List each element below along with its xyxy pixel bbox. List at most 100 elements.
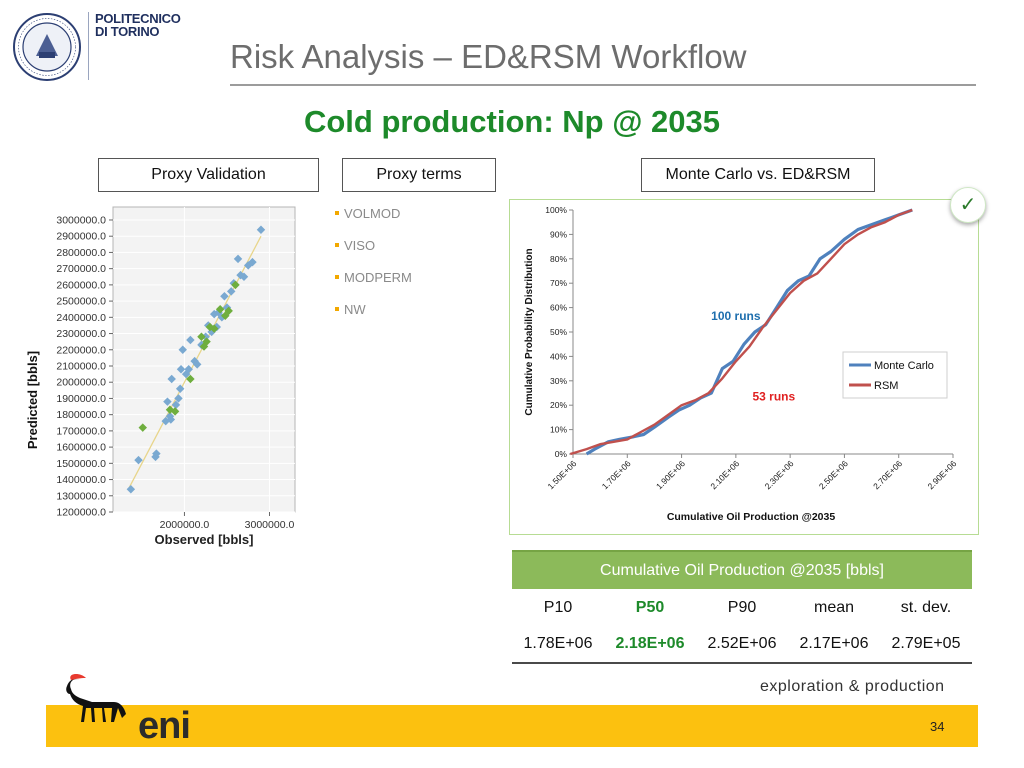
scatter-y-tick-label: 2400000.0 xyxy=(56,312,106,324)
bullet-icon xyxy=(335,306,339,311)
university-name-line: DI TORINO xyxy=(95,24,160,39)
proxy-term-item: VISO xyxy=(335,237,412,269)
proxy-term-text: MODPERM xyxy=(344,270,412,285)
cdf-x-tick-label: 1.50E+06 xyxy=(545,458,578,491)
proxy-term-item: VOLMOD xyxy=(335,205,412,237)
proxy-term-text: VOLMOD xyxy=(344,206,401,221)
cdf-x-tick-label: 2.30E+06 xyxy=(763,458,796,491)
cdf-y-tick-label: 80% xyxy=(550,254,567,264)
cdf-comparison-chart: 0% 10% 20% 30% 40% 50% 60% 70% 80% 90% 100% 1.50E+0… xyxy=(524,205,959,523)
scatter-y-tick-label: 1200000.0 xyxy=(56,507,106,519)
scatter-point xyxy=(174,394,183,403)
scatter-point xyxy=(170,407,180,416)
scatter-y-tick-label: 2800000.0 xyxy=(56,247,106,259)
cdf-x-tick-label: 2.50E+06 xyxy=(817,458,850,491)
slide-title: Risk Analysis – ED&RSM Workflow xyxy=(230,38,747,75)
scatter-y-axis-label-text: Predicted [bbls] xyxy=(25,351,40,449)
scatter-y-axis-label: Predicted [bbls] xyxy=(25,351,40,449)
scatter-point xyxy=(138,423,148,432)
scatter-point xyxy=(134,455,143,465)
table-cell: 2.17E+06 xyxy=(788,626,880,664)
scatter-point xyxy=(224,306,233,316)
slide-subtitle: Cold production: Np @ 2035 xyxy=(303,104,721,139)
university-name: POLITECNICO DI TORINO xyxy=(95,12,195,38)
scatter-point xyxy=(186,374,195,384)
cdf-annotation: 100 runs xyxy=(711,309,761,323)
table-cell: 2.52E+06 xyxy=(696,626,788,664)
cdf-y-tick-label: 50% xyxy=(550,327,567,337)
proxy-term-item: NW xyxy=(335,301,412,333)
scatter-y-tick-label: 2100000.0 xyxy=(56,360,106,372)
scatter-point xyxy=(248,257,257,267)
cdf-y-tick-label: 30% xyxy=(550,376,567,386)
scatter-point xyxy=(197,332,206,342)
scatter-point xyxy=(209,324,219,333)
scatter-point xyxy=(163,397,172,406)
scatter-y-tick-label: 1700000.0 xyxy=(56,425,106,437)
footer-band xyxy=(46,705,978,747)
bullet-icon xyxy=(335,274,339,279)
scatter-point xyxy=(256,225,266,234)
division-name: exploration & production xyxy=(760,678,945,695)
table-column-header: P50 xyxy=(635,598,665,616)
scatter-x-tick-label: 2000000.0 xyxy=(160,519,210,530)
cdf-y-axis-label: Cumulative Probability Distribution xyxy=(524,248,535,415)
cdf-y-tick-label: 70% xyxy=(550,278,567,288)
scatter-point xyxy=(175,384,185,393)
scatter-y-tick-label: 1800000.0 xyxy=(56,409,106,421)
proxy-term-item: MODPERM xyxy=(335,269,412,301)
proxy-term-text: VISO xyxy=(344,238,376,253)
scatter-point xyxy=(178,345,187,355)
logo-divider xyxy=(88,12,89,80)
bullet-icon xyxy=(335,242,339,247)
six-legged-dog-icon xyxy=(66,674,126,722)
scatter-point xyxy=(202,337,211,346)
scatter-y-tick-label: 2300000.0 xyxy=(56,328,106,340)
cdf-x-axis-label: Cumulative Oil Production @2035 xyxy=(667,511,836,523)
cdf-legend-box xyxy=(842,351,948,399)
scatter-y-tick-label: 1900000.0 xyxy=(56,393,106,405)
scatter-point xyxy=(171,400,181,410)
cdf-x-tick-label: 1.70E+06 xyxy=(600,458,633,491)
cdf-y-tick-label: 90% xyxy=(550,229,567,239)
monte-carlo-series-line xyxy=(585,208,913,456)
table-column-header: P10 xyxy=(543,598,573,616)
table-header: Cumulative Oil Production @2035 [bbls] xyxy=(512,550,972,589)
monte-carlo-vs-rsm-label: Monte Carlo vs. ED&RSM xyxy=(641,158,875,192)
scatter-y-tick-label: 2900000.0 xyxy=(56,231,106,243)
cdf-y-tick-label: 0% xyxy=(555,449,568,459)
scatter-y-tick-label: 1400000.0 xyxy=(56,474,106,486)
table-cell: 1.78E+06 xyxy=(512,626,604,664)
proxy-terms-label: Proxy terms xyxy=(342,158,496,192)
proxy-term-text: NW xyxy=(344,302,366,317)
rsm-series-line xyxy=(569,208,913,456)
scatter-point xyxy=(239,272,249,282)
table-column-header: st. dev. xyxy=(900,598,952,616)
cdf-y-tick-label: 10% xyxy=(550,425,567,435)
scatter-point xyxy=(184,364,193,374)
scatter-point xyxy=(152,449,161,458)
table-cell: 2.18E+06 xyxy=(604,626,696,664)
scatter-y-tick-label: 2000000.0 xyxy=(56,377,106,389)
company-logo-text: eni xyxy=(138,705,191,747)
table-column-header: mean xyxy=(813,598,855,616)
proxy-terms-list: VOLMOD VISO MODPERM NW xyxy=(335,205,412,333)
cdf-y-tick-label: 100% xyxy=(545,205,567,215)
bullet-icon xyxy=(335,210,339,215)
table-header-row: Cumulative Oil Production @2035 [bbls] xyxy=(512,550,972,589)
scatter-point xyxy=(176,364,186,374)
production-stats-table: Cumulative Oil Production @2035 [bbls] P… xyxy=(512,550,972,664)
proxy-validation-label: Proxy Validation xyxy=(98,158,319,192)
check-icon: ✓ xyxy=(950,187,986,223)
cdf-x-tick-label: 2.90E+06 xyxy=(925,458,958,491)
scatter-x-tick-label: 3000000.0 xyxy=(245,519,295,530)
cdf-legend-label: RSM xyxy=(874,380,898,392)
table-row: 1.78E+06 2.18E+06 2.52E+06 2.17E+06 2.79… xyxy=(512,626,972,664)
scatter-y-tick-label: 1500000.0 xyxy=(56,458,106,470)
scatter-point xyxy=(215,304,225,314)
cdf-x-tick-label: 2.10E+06 xyxy=(708,458,741,491)
scatter-y-tick-label: 1600000.0 xyxy=(56,442,106,454)
cdf-x-tick-label: 1.90E+06 xyxy=(654,458,687,491)
scatter-y-tick-label: 2200000.0 xyxy=(56,344,106,356)
scatter-y-tick-label: 3000000.0 xyxy=(56,214,106,226)
